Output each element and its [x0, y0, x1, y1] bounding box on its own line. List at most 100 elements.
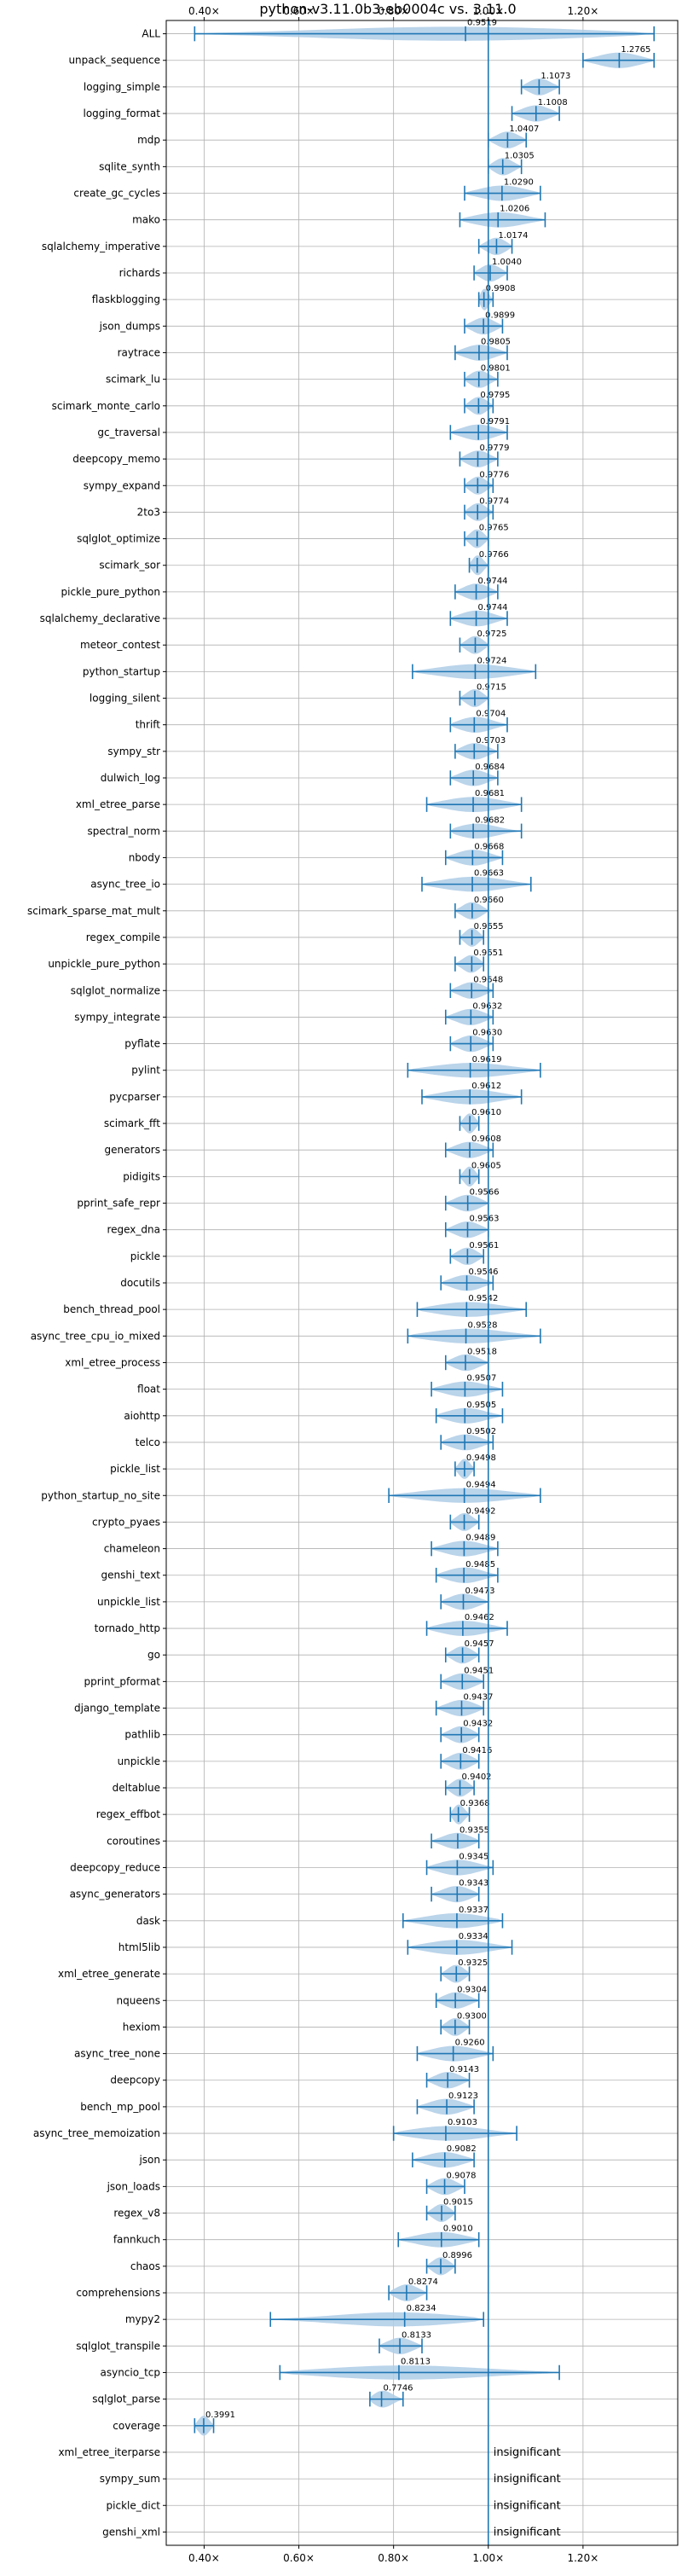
mean-value-label: 0.9143 — [449, 2065, 479, 2074]
benchmark-label: chameleon — [104, 1543, 160, 1555]
mean-value-label: 0.9402 — [462, 1772, 492, 1782]
benchmark-label: chaos — [130, 2260, 160, 2272]
mean-value-label: 0.9304 — [457, 1985, 487, 1994]
mean-value-label: 0.9774 — [479, 496, 509, 506]
mean-value-label: 0.9462 — [465, 1613, 494, 1622]
benchmark-label: fannkuch — [113, 2234, 160, 2246]
benchmark-label: sympy_sum — [100, 2473, 160, 2485]
mean-value-label: 0.9612 — [471, 1082, 501, 1091]
benchmark-label: html5lib — [118, 1941, 160, 1953]
benchmark-label: xml_etree_iterparse — [58, 2446, 160, 2458]
benchmark-label: bench_thread_pool — [63, 1303, 160, 1315]
mean-value-label: 0.8996 — [442, 2251, 472, 2260]
benchmark-label: docutils — [120, 1277, 160, 1289]
mean-value-label: 0.9492 — [466, 1506, 496, 1516]
mean-value-label: 0.9437 — [464, 1693, 494, 1703]
benchmark-label: async_tree_memoization — [33, 2127, 160, 2139]
chart-title: python-v3.11.0b3-eb0004c vs. 3.11.0 — [259, 1, 516, 17]
mean-value-label: 0.9681 — [475, 789, 505, 798]
benchmark-label: deltablue — [113, 1782, 160, 1794]
benchmark-label: tornado_http — [95, 1622, 160, 1634]
x-axis-ticks: 0.40× 0.40× 0.60× 0.60× 0.80× 0.80× 1.00× 1.00×… — [163, 5, 598, 2564]
benchmark-label: ALL — [142, 28, 160, 40]
mean-value-label: 1.0206 — [500, 205, 529, 214]
insignificant-label: insignificant — [494, 2446, 561, 2459]
mean-value-label: 1.2765 — [621, 45, 650, 55]
x-tick-label-top: 1.00× — [472, 5, 504, 17]
x-tick-label-bottom: 0.80× — [378, 2552, 409, 2564]
benchmark-label: pickle — [130, 1250, 160, 1262]
benchmark-label: flaskblogging — [92, 293, 160, 305]
mean-value-label: 1.0290 — [504, 178, 534, 188]
benchmark-label: genshi_text — [101, 1569, 161, 1581]
benchmark-label: sqlglot_optimize — [77, 533, 160, 545]
benchmark-label: hexiom — [123, 2021, 160, 2033]
benchmark-label: generators — [104, 1144, 160, 1156]
mean-value-label: 1.1008 — [538, 98, 568, 107]
mean-value-label: 0.9489 — [465, 1534, 495, 1543]
mean-value-label: 0.9632 — [472, 1001, 502, 1011]
mean-value-label: 1.1073 — [540, 72, 570, 81]
benchmark-label: logging_simple — [84, 81, 160, 93]
benchmark-label: deepcopy_reduce — [70, 1861, 160, 1873]
mean-value-label: 0.9805 — [481, 338, 511, 347]
mean-value-label: 0.9682 — [475, 815, 505, 825]
benchmark-label: richards — [119, 267, 160, 279]
benchmark-label: xml_etree_generate — [58, 1968, 160, 1980]
mean-value-label: 0.9765 — [479, 524, 509, 533]
benchmark-labels: ALL unpack_sequence logging_simple logging_… — [27, 28, 160, 2538]
mean-value-label: 0.9542 — [468, 1294, 498, 1303]
benchmark-label: coverage — [113, 2420, 160, 2432]
mean-value-label: 0.9502 — [466, 1427, 496, 1436]
mean-value-label: 0.9473 — [465, 1587, 495, 1596]
benchmark-label: float — [137, 1384, 160, 1395]
benchmark-label: scimark_monte_carlo — [52, 400, 160, 412]
benchmark-label: json_loads — [107, 2180, 160, 2192]
benchmark-label: logging_silent — [90, 693, 160, 705]
mean-value-label: 0.9528 — [468, 1320, 498, 1330]
benchmark-label: pathlib — [124, 1729, 160, 1741]
mean-value-label: 0.9010 — [443, 2225, 473, 2234]
mean-value-label: 0.9300 — [457, 2011, 487, 2021]
benchmark-label: unpickle_pure_python — [48, 958, 160, 970]
benchmark-label: nbody — [129, 851, 160, 863]
mean-value-label: 0.9494 — [466, 1480, 496, 1489]
mean-value-label: 0.9610 — [471, 1108, 501, 1117]
mean-value-label: 1.0407 — [509, 125, 539, 134]
benchmark-label: thrift — [136, 719, 161, 731]
mean-value-label: 0.9334 — [459, 1932, 488, 1941]
mean-value-label: 0.9715 — [477, 683, 506, 693]
x-tick-label-top: 0.60× — [283, 5, 315, 17]
benchmark-label: 2to3 — [137, 506, 160, 518]
benchmark-label: sympy_expand — [84, 479, 160, 491]
mean-value-label: 0.9779 — [480, 444, 510, 453]
benchmark-label: logging_format — [83, 107, 160, 119]
mean-value-label: 0.9345 — [459, 1853, 488, 1862]
benchmark-label: spectral_norm — [87, 825, 160, 837]
benchmark-label: genshi_xml — [102, 2526, 160, 2538]
benchmark-label: async_generators — [70, 1888, 160, 1900]
benchmark-label: regex_dna — [107, 1224, 160, 1236]
mean-value-label: 0.8274 — [408, 2277, 438, 2287]
mean-value-label: 0.9015 — [443, 2198, 473, 2208]
mean-value-label: 0.9899 — [485, 310, 515, 320]
mean-value-label: 0.9103 — [448, 2118, 477, 2127]
mean-value-label: 0.9561 — [469, 1241, 499, 1250]
benchmark-label: sympy_str — [107, 746, 160, 757]
plot-frame — [165, 20, 679, 2546]
benchmark-label: pylint — [131, 1065, 160, 1076]
mean-value-label: 0.9744 — [478, 603, 508, 612]
mean-value-label: 0.9457 — [465, 1639, 494, 1649]
benchmark-label: raytrace — [118, 346, 160, 358]
mean-value-label: 0.9432 — [463, 1720, 493, 1729]
benchmark-label: regex_compile — [86, 931, 160, 943]
mean-value-label: 0.9546 — [469, 1268, 499, 1277]
mean-value-label: 0.9776 — [479, 470, 509, 479]
benchmark-label: unpack_sequence — [68, 55, 160, 67]
x-tick-label-bottom: 1.00× — [472, 2552, 504, 2564]
mean-value-label: 0.3991 — [205, 2411, 235, 2420]
mean-value-label: 0.9563 — [470, 1215, 500, 1224]
benchmark-label: regex_effbot — [96, 1808, 161, 1820]
benchmark-label: create_gc_cycles — [73, 188, 160, 200]
